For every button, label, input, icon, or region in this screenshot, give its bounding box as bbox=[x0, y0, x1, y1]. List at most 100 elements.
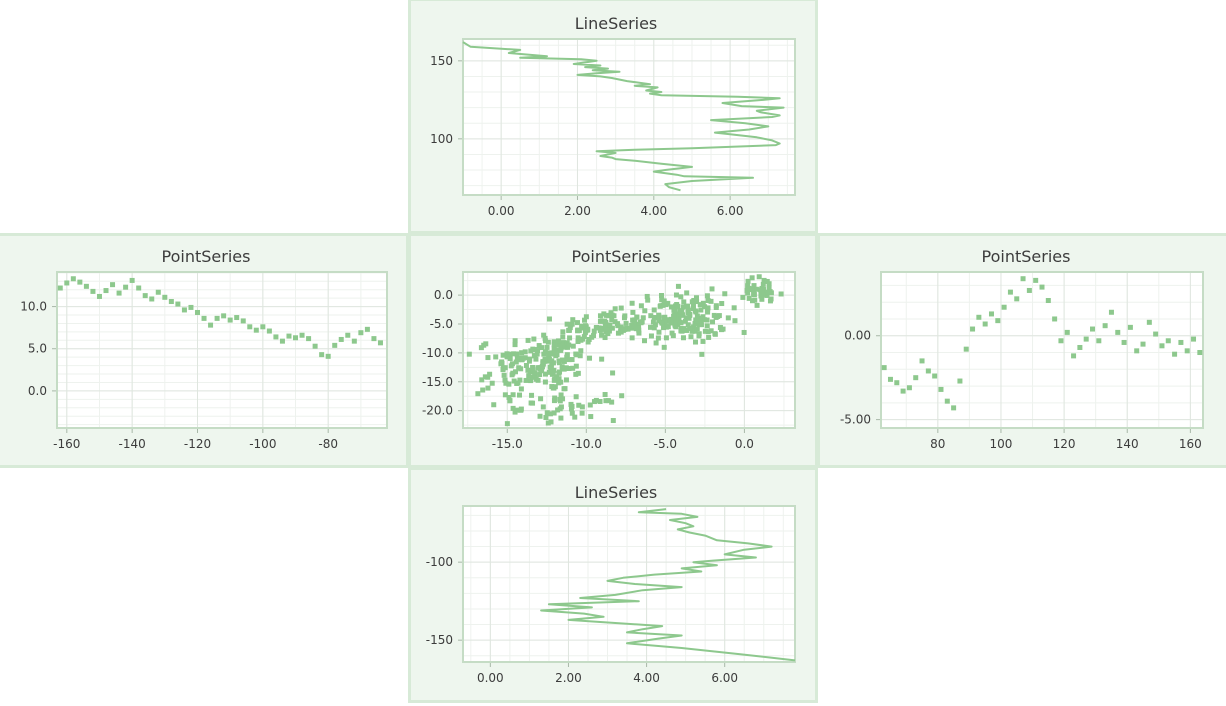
data-point bbox=[704, 293, 710, 299]
data-point bbox=[591, 399, 597, 405]
data-point bbox=[963, 346, 969, 352]
chart-title: LineSeries bbox=[575, 483, 658, 502]
data-point bbox=[630, 309, 636, 315]
chart-panel-center: PointSeries -15.0 -10.0 -5.0 0.0 0.0 -5.0 -10.0… bbox=[408, 233, 818, 468]
data-point bbox=[569, 321, 575, 327]
data-point bbox=[749, 275, 755, 281]
data-point bbox=[1159, 343, 1165, 349]
data-point bbox=[540, 404, 546, 410]
data-point bbox=[597, 398, 603, 404]
data-point bbox=[697, 315, 703, 321]
data-point bbox=[555, 407, 561, 413]
data-point bbox=[639, 319, 645, 325]
data-point bbox=[546, 356, 552, 362]
data-point bbox=[136, 285, 142, 291]
data-point bbox=[938, 386, 944, 392]
data-point bbox=[731, 305, 737, 311]
data-point bbox=[745, 290, 751, 296]
data-point bbox=[719, 301, 725, 307]
data-point bbox=[663, 335, 669, 341]
plot-area bbox=[463, 272, 795, 428]
data-point bbox=[566, 342, 572, 348]
data-point bbox=[694, 313, 700, 319]
data-point bbox=[658, 303, 664, 309]
data-point bbox=[529, 392, 535, 398]
data-point bbox=[678, 309, 684, 315]
chart-center: PointSeries -15.0 -10.0 -5.0 0.0 0.0 -5.0 -10.0… bbox=[422, 247, 796, 451]
data-point bbox=[881, 365, 887, 371]
x-tick-label: -100 bbox=[249, 437, 276, 451]
data-point bbox=[1052, 316, 1058, 322]
data-point bbox=[523, 377, 529, 383]
data-point bbox=[522, 355, 528, 361]
chart-title: PointSeries bbox=[572, 247, 661, 266]
data-point bbox=[532, 370, 538, 376]
data-point bbox=[1115, 329, 1121, 335]
data-point bbox=[110, 282, 116, 288]
data-point bbox=[653, 340, 659, 346]
data-point bbox=[608, 310, 614, 316]
data-point bbox=[500, 367, 506, 373]
plot-border bbox=[462, 38, 796, 196]
data-point bbox=[569, 410, 575, 416]
data-point bbox=[621, 315, 627, 321]
data-point bbox=[279, 338, 285, 344]
data-point bbox=[544, 410, 550, 416]
data-point bbox=[527, 356, 533, 362]
data-point bbox=[371, 336, 377, 342]
data-point bbox=[523, 363, 529, 369]
x-tick-label: 4.00 bbox=[633, 671, 660, 685]
data-point bbox=[662, 319, 668, 325]
data-point bbox=[188, 304, 194, 310]
data-point bbox=[507, 398, 513, 404]
data-point bbox=[680, 304, 686, 310]
data-point bbox=[609, 325, 615, 331]
data-point bbox=[1191, 336, 1197, 342]
y-tick-label: 100 bbox=[430, 132, 453, 146]
data-point bbox=[669, 330, 675, 336]
data-point bbox=[705, 307, 711, 313]
data-point bbox=[547, 350, 553, 356]
data-point bbox=[542, 335, 548, 341]
data-point bbox=[550, 385, 556, 391]
data-point bbox=[712, 331, 718, 337]
data-point bbox=[312, 343, 318, 349]
data-point bbox=[575, 339, 581, 345]
data-point bbox=[551, 345, 557, 351]
data-point bbox=[548, 364, 554, 370]
data-point bbox=[655, 335, 661, 341]
x-tick-label: 160 bbox=[1179, 437, 1202, 451]
data-point bbox=[698, 307, 704, 313]
data-point bbox=[500, 352, 506, 358]
data-point bbox=[516, 365, 522, 371]
data-point bbox=[516, 392, 522, 398]
data-point bbox=[559, 357, 565, 363]
data-point bbox=[1197, 350, 1203, 356]
y-tick-label: -5.0 bbox=[430, 317, 453, 331]
data-point bbox=[702, 304, 708, 310]
data-point bbox=[944, 398, 950, 404]
data-point bbox=[528, 378, 534, 384]
data-point bbox=[531, 353, 537, 359]
data-point bbox=[525, 337, 531, 343]
data-point bbox=[510, 405, 516, 411]
data-point bbox=[698, 322, 704, 328]
data-point bbox=[970, 326, 976, 332]
data-point bbox=[96, 293, 102, 299]
data-point bbox=[894, 380, 900, 386]
data-point bbox=[1134, 348, 1140, 354]
data-point bbox=[583, 314, 589, 320]
data-point bbox=[693, 339, 699, 345]
data-point bbox=[661, 298, 667, 304]
data-point bbox=[574, 352, 580, 358]
data-point bbox=[760, 281, 766, 287]
data-point bbox=[517, 377, 523, 383]
data-point bbox=[705, 305, 711, 311]
data-point bbox=[1108, 309, 1114, 315]
data-point bbox=[540, 360, 546, 366]
data-point bbox=[582, 317, 588, 323]
data-point bbox=[708, 298, 714, 304]
x-tick-label: 0.00 bbox=[488, 204, 515, 218]
data-point bbox=[691, 324, 697, 330]
data-point bbox=[638, 303, 644, 309]
